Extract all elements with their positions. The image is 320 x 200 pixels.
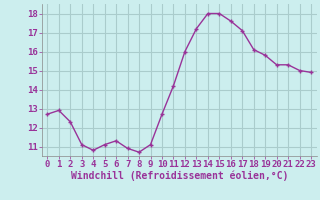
X-axis label: Windchill (Refroidissement éolien,°C): Windchill (Refroidissement éolien,°C) [70, 171, 288, 181]
